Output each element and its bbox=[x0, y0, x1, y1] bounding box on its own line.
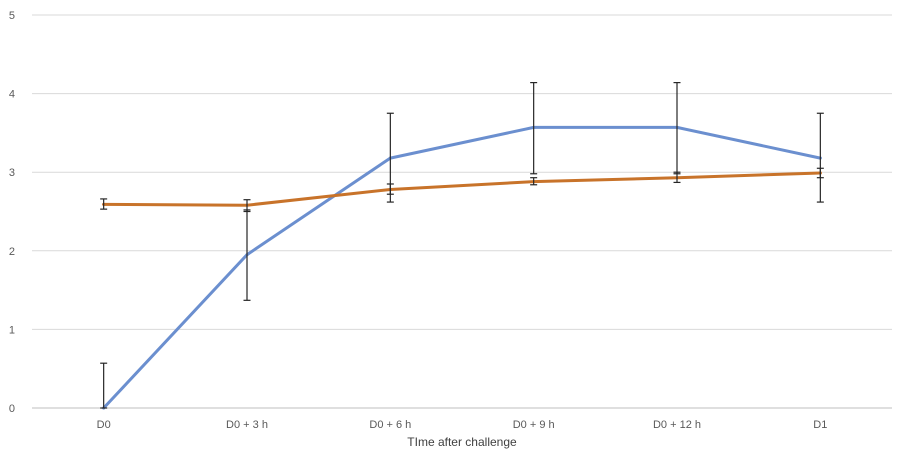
x-axis-ticks: D0 D0 + 3 h D0 + 6 h D0 + 9 h D0 + 12 h D1 bbox=[97, 419, 828, 431]
y-tick-label-4: 4 bbox=[9, 89, 15, 101]
y-axis-ticks: 0 1 2 3 4 5 bbox=[9, 10, 15, 415]
x-tick-label-3: D0 + 9 h bbox=[513, 419, 555, 431]
series-line-1 bbox=[102, 171, 822, 207]
x-tick-label-2: D0 + 6 h bbox=[369, 419, 411, 431]
error-bars bbox=[100, 81, 824, 409]
y-tick-label-0: 0 bbox=[9, 403, 15, 415]
gridlines bbox=[32, 14, 892, 409]
x-tick-label-4: D0 + 12 h bbox=[653, 419, 701, 431]
y-tick-label-5: 5 bbox=[9, 10, 15, 22]
y-tick-label-1: 1 bbox=[9, 324, 15, 336]
series-lines bbox=[102, 125, 822, 410]
y-tick-label-3: 3 bbox=[9, 167, 15, 179]
x-axis-title: TIme after challenge bbox=[407, 435, 517, 449]
y-tick-label-2: 2 bbox=[9, 246, 15, 258]
x-tick-label-1: D0 + 3 h bbox=[226, 419, 268, 431]
x-tick-label-0: D0 bbox=[97, 419, 111, 431]
series-line-0 bbox=[102, 125, 822, 410]
x-tick-label-5: D1 bbox=[813, 419, 827, 431]
